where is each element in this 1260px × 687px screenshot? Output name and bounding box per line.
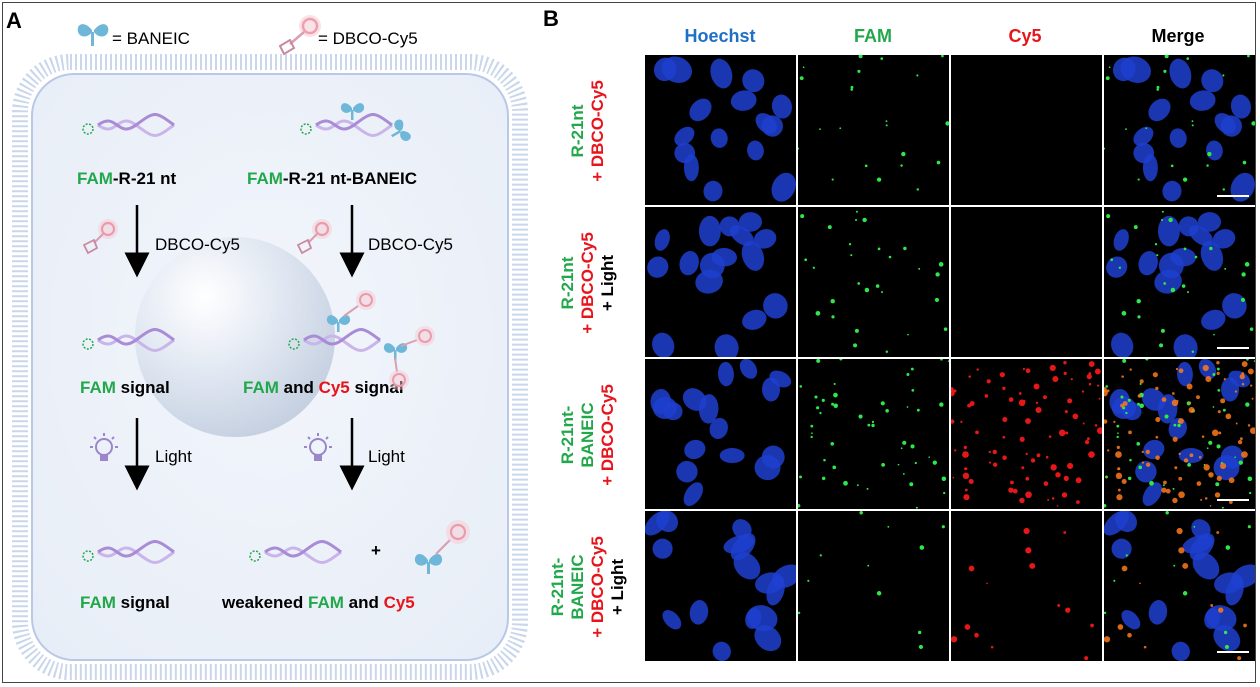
lightbulb-icon-left	[90, 433, 118, 461]
row-label-4: R-21nt- BANEIC + DBCO-Cy5 + Light	[548, 536, 627, 638]
baneic-icon-top	[340, 103, 365, 120]
right-step1-label: DBCO-Cy5	[368, 235, 453, 254]
fam-fluorophore-icon	[82, 123, 94, 135]
panel-a-schematic: A = BANEIC = DBCO-Cy5 FAM-R-21 nt DBCO-C…	[6, 8, 528, 680]
fam-fluorophore-icon	[300, 123, 312, 135]
fam-fluorophore-icon	[288, 338, 300, 350]
cell-membrane	[12, 54, 528, 680]
row-label-1: R-21nt + DBCO-Cy5	[568, 80, 607, 182]
right-step2-label: Light	[368, 447, 405, 466]
micrograph-r2-hoechst	[645, 207, 796, 357]
legend-baneic-icon	[77, 24, 109, 46]
row-label-line: + DBCO-Cy5	[588, 80, 607, 182]
row-label-3: R-21nt- BANEIC + DBCO-Cy5	[558, 384, 617, 486]
micrograph-r1-cy5	[951, 55, 1102, 205]
scale-bar	[1217, 347, 1249, 349]
row-label-line: R-21nt-	[558, 406, 577, 465]
dbco-icon-right	[296, 219, 332, 255]
left-signal-label: FAM signal	[80, 378, 170, 397]
dna-helix-left-3	[82, 540, 175, 564]
legend-dbco-label: = DBCO-Cy5	[318, 29, 418, 48]
column-header-cy5: Cy5	[1008, 26, 1042, 46]
column-header-fam: FAM	[854, 26, 892, 46]
plus-sign: +	[371, 541, 381, 560]
micrograph-r4-hoechst	[645, 511, 796, 661]
lightbulb-icon-right	[304, 433, 332, 461]
micrograph-r1-hoechst	[645, 55, 796, 205]
left-construct-label: FAM-R-21 nt	[77, 169, 177, 188]
row-label-line: + Light	[598, 255, 617, 312]
row-label-2: R-21nt + DBCO-Cy5 + Light	[558, 232, 617, 334]
scale-bar	[1217, 499, 1249, 501]
right-construct-label: FAM-R-21 nt-BANEIC	[247, 169, 417, 188]
row-label-line: + Light	[608, 559, 627, 616]
micrograph-r2-fam	[798, 207, 949, 357]
micrograph-r4-cy5	[951, 511, 1102, 661]
micrograph-r1-fam	[798, 55, 949, 205]
dna-helix-right-3	[249, 540, 342, 564]
micrograph-r3-merge	[1104, 359, 1255, 509]
micrograph-r3-hoechst	[645, 359, 796, 509]
released-conjugate	[414, 520, 470, 574]
micrograph-r4-merge	[1104, 511, 1255, 661]
scale-bar	[1217, 195, 1249, 197]
baneic-dbco-conjugate-top	[326, 290, 376, 332]
row-label-line: BANEIC	[568, 554, 587, 619]
right-final-label: weakened FAM and Cy5	[221, 593, 415, 612]
column-header-hoechst: Hoechst	[684, 26, 756, 46]
dna-helix-right-1	[300, 113, 393, 137]
left-final-label: FAM signal	[80, 593, 170, 612]
fam-fluorophore-icon	[82, 550, 94, 562]
right-signal-label: FAM and Cy5 signal	[243, 378, 404, 397]
fam-fluorophore-icon	[82, 338, 94, 350]
dna-helix-left-1	[82, 113, 175, 137]
dna-helix-left-2	[82, 328, 175, 352]
micrograph-r2-merge	[1104, 207, 1255, 357]
baneic-dbco-conjugate-bottom	[383, 326, 435, 390]
left-step1-label: DBCO-Cy5	[155, 235, 240, 254]
micrograph-r4-fam	[798, 511, 949, 661]
row-label-line: + DBCO-Cy5	[598, 384, 617, 486]
column-header-merge: Merge	[1151, 26, 1205, 46]
dbco-icon-left	[82, 219, 118, 255]
micrograph-r3-fam	[798, 359, 949, 509]
left-step2-label: Light	[155, 447, 192, 466]
legend-dbco-icon	[278, 15, 321, 56]
nucleus-sphere	[135, 237, 335, 437]
panel-a-letter: A	[6, 8, 22, 33]
dna-helix-right-2	[288, 328, 381, 352]
row-label-line: + DBCO-Cy5	[588, 536, 607, 638]
fam-fluorophore-icon	[249, 550, 261, 562]
scale-bar	[1217, 651, 1249, 653]
micrograph-r3-cy5	[951, 359, 1102, 509]
microscopy-grid	[645, 55, 1255, 663]
micrograph-r2-cy5	[951, 207, 1102, 357]
baneic-icon-side	[391, 119, 411, 141]
row-label-line: + DBCO-Cy5	[578, 232, 597, 334]
row-label-line: R-21nt	[568, 104, 587, 157]
row-label-line: R-21nt-	[548, 558, 567, 617]
row-label-line: BANEIC	[578, 402, 597, 467]
micrograph-r1-merge	[1104, 55, 1255, 205]
row-label-line: R-21nt	[558, 256, 577, 309]
panel-b-letter: B	[543, 6, 559, 31]
legend-baneic-label: = BANEIC	[112, 29, 190, 48]
